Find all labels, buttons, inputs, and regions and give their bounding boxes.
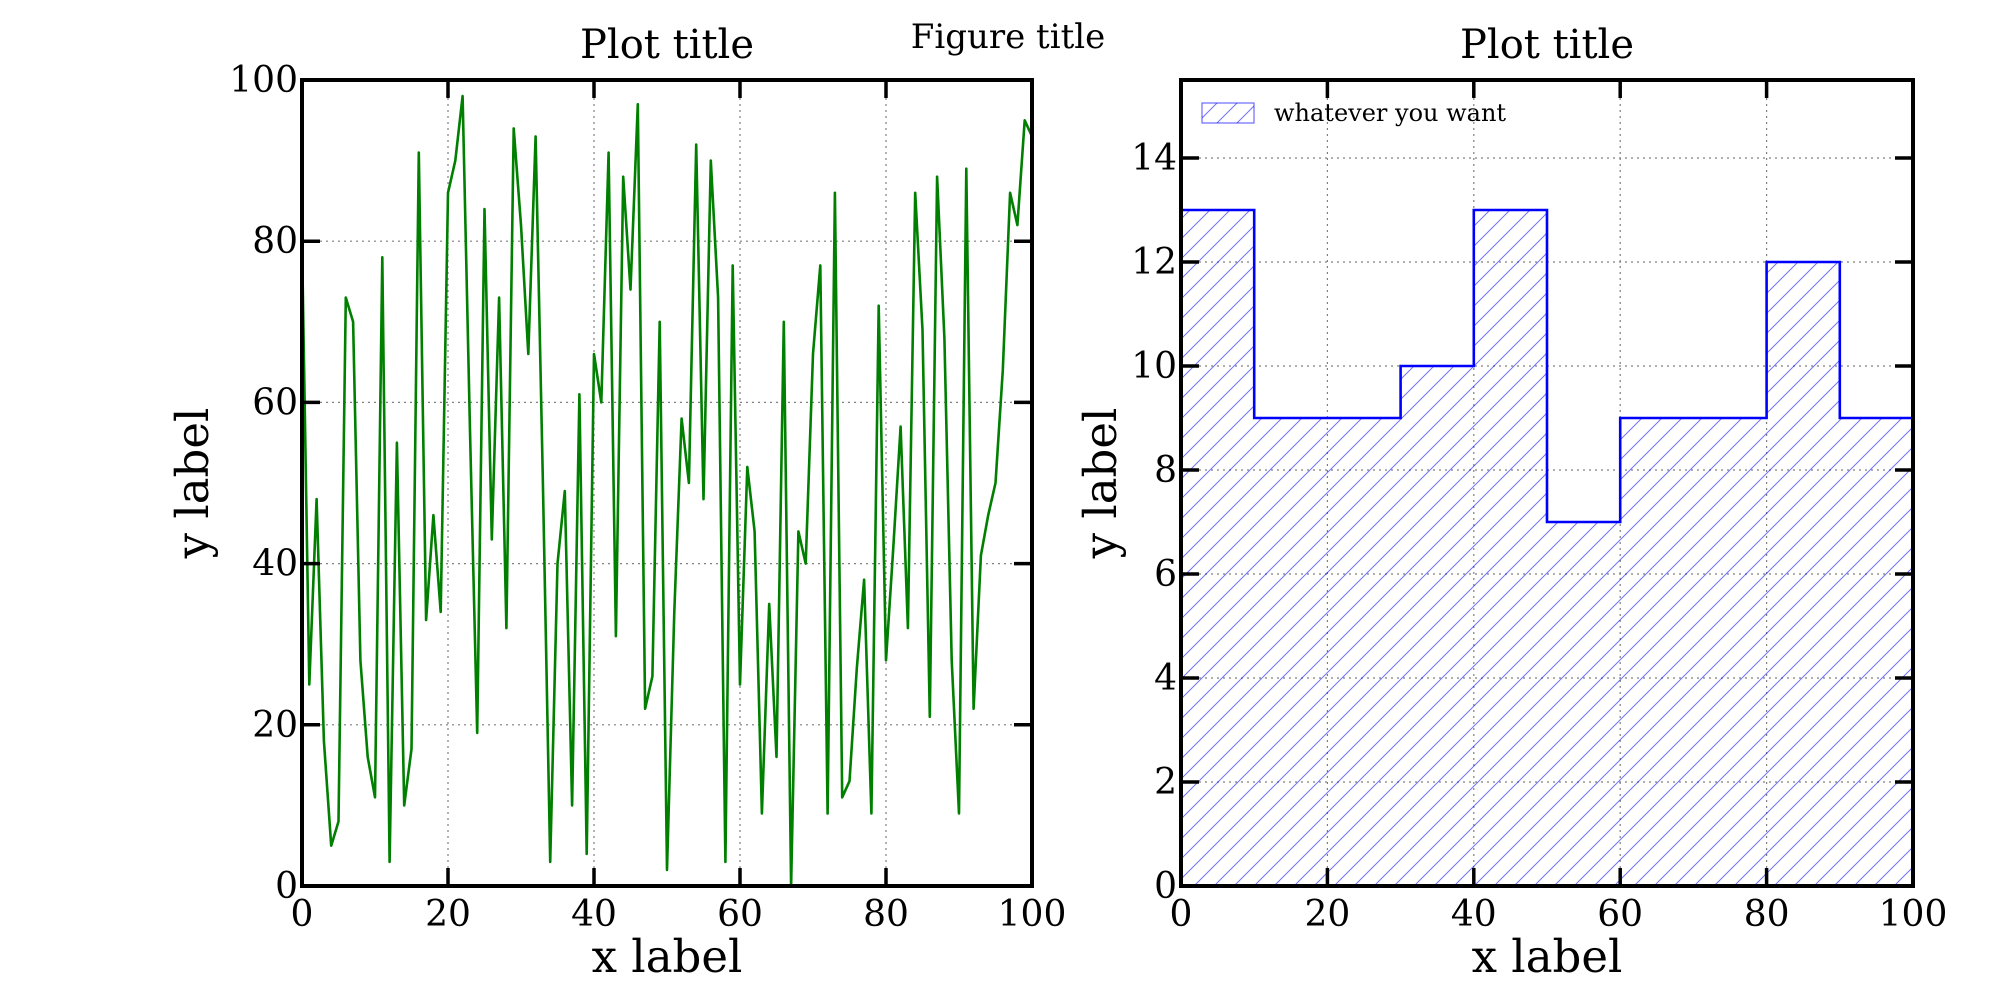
y-tick-label: 12 <box>1131 242 1177 283</box>
histogram-fill <box>1181 210 1913 886</box>
x-tick-label: 60 <box>717 894 763 935</box>
right-histogram-plot: 0 20 40 60 80 100 0 2 4 6 8 10 12 14 Plot title x lab… <box>1074 22 1947 983</box>
left-plot-title: Plot title <box>580 22 754 68</box>
y-tick-label: 20 <box>252 705 298 746</box>
histogram-outline <box>1181 208 1913 886</box>
left-plot-frame <box>300 78 1034 888</box>
x-tick-label: 0 <box>1170 894 1193 935</box>
left-ticks: 0 20 40 60 80 100 0 20 40 60 80 100 <box>229 60 1066 935</box>
y-tick-label: 100 <box>229 60 298 101</box>
x-tick-label: 80 <box>1744 894 1790 935</box>
y-tick-label: 10 <box>1131 346 1177 387</box>
x-tick-label: 40 <box>571 894 617 935</box>
legend-swatch <box>1201 102 1255 124</box>
x-tick-label: 20 <box>425 894 471 935</box>
left-line-plot: 0 20 40 60 80 100 0 20 40 60 80 100 Plot title x la… <box>166 22 1066 983</box>
y-tick-label: 40 <box>252 544 298 585</box>
x-tick-label: 80 <box>863 894 909 935</box>
right-y-axis-label: y label <box>1074 408 1127 560</box>
left-y-axis-label: y label <box>166 408 219 560</box>
right-x-axis-label: x label <box>1472 930 1623 983</box>
legend: whatever you want <box>1201 99 1506 127</box>
left-x-axis-label: x label <box>592 930 743 983</box>
y-tick-label: 60 <box>252 382 298 423</box>
x-tick-label: 100 <box>1879 894 1948 935</box>
y-tick-label: 0 <box>1154 866 1177 907</box>
y-tick-label: 6 <box>1154 554 1177 595</box>
y-tick-label: 4 <box>1154 658 1177 699</box>
y-tick-label: 0 <box>275 866 298 907</box>
x-tick-label: 20 <box>1304 894 1350 935</box>
y-tick-label: 80 <box>252 221 298 262</box>
x-tick-label: 40 <box>1451 894 1497 935</box>
right-plot-frame <box>1179 78 1915 888</box>
right-plot-title: Plot title <box>1460 22 1634 68</box>
figure-title: Figure title <box>911 17 1106 57</box>
x-tick-label: 60 <box>1597 894 1643 935</box>
right-ticks: 0 20 40 60 80 100 0 2 4 6 8 10 12 14 <box>1131 80 1947 935</box>
legend-entry: whatever you want <box>1274 99 1506 127</box>
y-tick-label: 8 <box>1154 450 1177 491</box>
y-tick-label: 2 <box>1154 762 1177 803</box>
y-tick-label: 14 <box>1131 138 1177 179</box>
left-grid <box>301 79 1033 887</box>
x-tick-label: 100 <box>998 894 1067 935</box>
x-tick-label: 0 <box>291 894 314 935</box>
data-line <box>302 94 1032 886</box>
